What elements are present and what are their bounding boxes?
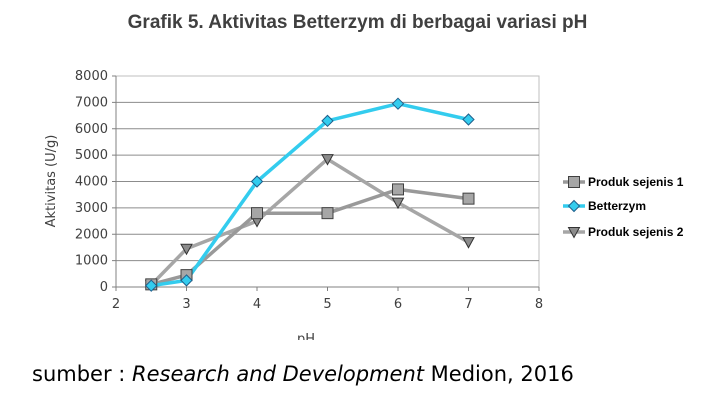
x-tick-label-7: 7 xyxy=(464,297,472,312)
y-tick-label-1000: 1000 xyxy=(75,254,108,269)
data-point-diamond-2 xyxy=(250,175,264,188)
source-note: sumber : Research and Development Medion… xyxy=(32,362,574,386)
axes xyxy=(112,75,540,291)
data-point-diamond-4 xyxy=(391,97,405,110)
series-line-diamond xyxy=(151,101,469,288)
x-tick-label-3: 3 xyxy=(182,297,190,312)
y-tick-label-5000: 5000 xyxy=(75,148,108,163)
data-point-diamond-5 xyxy=(462,113,475,126)
x-tick-label-8: 8 xyxy=(535,297,543,312)
legend-marker-1 xyxy=(567,199,581,213)
y-tick-label-8000: 8000 xyxy=(75,69,108,84)
chart-title: Grafik 5. Aktivitas Betterzym di berbaga… xyxy=(127,12,588,33)
y-tick-label-7000: 7000 xyxy=(75,95,108,110)
legend-marker-0 xyxy=(568,176,580,188)
data-point-square-3 xyxy=(321,207,334,220)
data-point-diamond-1 xyxy=(180,274,193,287)
data-point-triangle-down-4 xyxy=(391,197,405,210)
data-point-square-5 xyxy=(462,192,475,205)
data-point-square-4 xyxy=(392,183,404,196)
line-chart: 0 1000 2000 3000 4000 5000 6000 7000 8000 2 3 4 5 6 7… xyxy=(44,69,684,340)
data-point-triangle-down-5 xyxy=(462,237,475,249)
data-point-diamond-0 xyxy=(145,279,158,292)
series-layer xyxy=(144,97,475,292)
series-line-triangle-down xyxy=(150,157,470,287)
data-point-triangle-down-1 xyxy=(180,243,193,256)
source-prefix: sumber : xyxy=(32,362,133,386)
x-tick-label-6: 6 xyxy=(394,297,402,312)
x-tick-label-5: 5 xyxy=(323,297,331,312)
legend-label-1: Betterzym xyxy=(588,199,646,213)
y-axis-label: Aktivitas (U/g) xyxy=(44,135,59,228)
y-tick-label-0: 0 xyxy=(100,280,108,295)
legend: Produk sejenis 1 Betterzym Produk sejenis … xyxy=(563,175,684,239)
y-tick-label-2000: 2000 xyxy=(75,227,108,242)
legend-marker-2 xyxy=(567,227,581,239)
x-tick-label-4: 4 xyxy=(253,297,261,312)
y-tick-label-3000: 3000 xyxy=(75,201,108,216)
data-point-diamond-3 xyxy=(321,114,334,128)
legend-label-0: Produk sejenis 1 xyxy=(588,175,684,189)
legend-label-2: Produk sejenis 2 xyxy=(588,225,684,239)
source-italic: Research and Development xyxy=(132,362,424,386)
y-tick-label-6000: 6000 xyxy=(75,122,108,137)
source-suffix: Medion, 2016 xyxy=(424,362,574,386)
x-axis-label: pH xyxy=(297,332,315,340)
data-point-triangle-down-3 xyxy=(321,154,334,166)
y-tick-label-4000: 4000 xyxy=(75,175,108,190)
x-tick-label-2: 2 xyxy=(112,297,120,312)
y-tick-labels: 0 1000 2000 3000 4000 5000 6000 7000 8000 xyxy=(75,69,108,295)
x-tick-labels: 2 3 4 5 6 7 8 xyxy=(112,297,543,312)
data-point-square-2 xyxy=(251,207,263,220)
